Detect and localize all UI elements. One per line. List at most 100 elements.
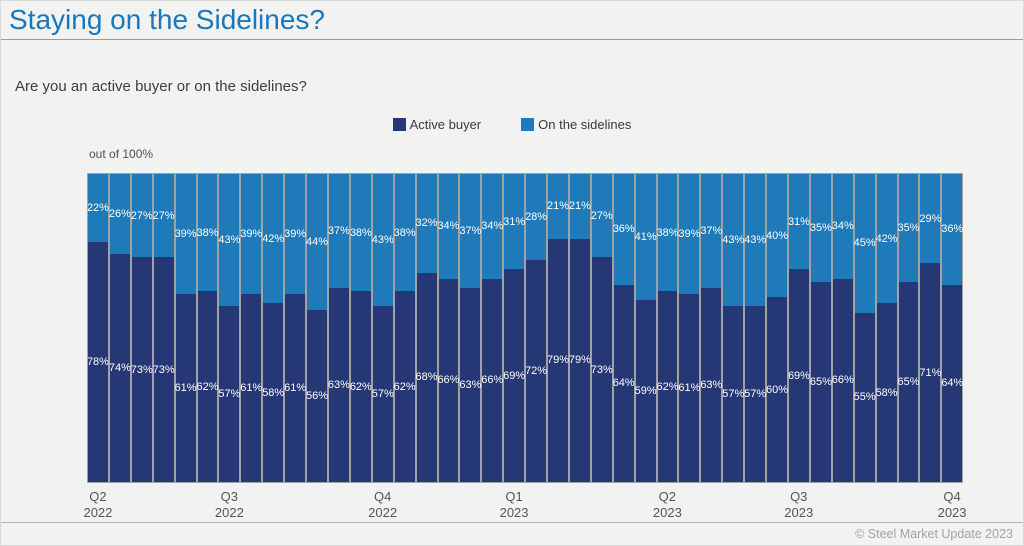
tick-quarter: Q2	[658, 489, 677, 504]
segment-on-the-sidelines	[328, 174, 349, 288]
tick-quarter: Q4	[373, 489, 392, 504]
stacked-bar: 31% 69%	[503, 173, 525, 483]
segment-on-the-sidelines	[548, 174, 568, 239]
stacked-bar: 43% 57%	[218, 173, 240, 483]
stacked-bar: 38% 62%	[657, 173, 679, 483]
stacked-bar: 28% 72%	[525, 173, 547, 483]
segment-active-buyer	[482, 278, 503, 482]
segment-active-buyer	[504, 269, 525, 482]
segment-active-buyer	[307, 309, 327, 482]
segment-on-the-sidelines	[438, 174, 459, 279]
segment-active-buyer	[920, 263, 941, 482]
stacked-bar: 37% 63%	[700, 173, 722, 483]
stacked-bar: 43% 57%	[372, 173, 394, 483]
segment-active-buyer	[876, 303, 897, 482]
segment-on-the-sidelines	[767, 174, 787, 298]
tick-year: 2022	[83, 504, 113, 520]
copyright-text: © Steel Market Update 2023	[855, 527, 1013, 541]
x-axis: Q2 2022 Q3 2022 Q4 2022 Q1 2023 Q2 2023 Q3 2023 Q4 20…	[83, 489, 966, 523]
segment-on-the-sidelines	[88, 174, 108, 242]
segment-on-the-sidelines	[175, 174, 196, 295]
segment-active-buyer	[591, 257, 612, 482]
segment-active-buyer	[657, 291, 678, 482]
stacked-bar: 39% 61%	[284, 173, 306, 483]
segment-on-the-sidelines	[416, 174, 437, 273]
tick-year: 2022	[368, 504, 398, 520]
stacked-bar: 41% 59%	[635, 173, 657, 483]
stacked-bar: 27% 73%	[153, 173, 175, 483]
segment-on-the-sidelines	[241, 174, 262, 295]
segment-active-buyer	[350, 291, 371, 482]
stacked-bar: 36% 64%	[613, 173, 635, 483]
segment-active-buyer	[131, 257, 152, 482]
stacked-bar: 39% 61%	[240, 173, 262, 483]
stacked-bar: 40% 60%	[766, 173, 788, 483]
stacked-bar: 27% 73%	[131, 173, 153, 483]
segment-active-buyer	[109, 254, 130, 482]
segment-on-the-sidelines	[876, 174, 897, 304]
segment-active-buyer	[745, 306, 766, 482]
tick-year: 2023	[652, 504, 682, 520]
stacked-bar: 34% 66%	[832, 173, 854, 483]
x-axis-tick-label: Q3 2023	[784, 489, 813, 520]
tick-quarter: Q1	[505, 489, 523, 504]
segment-active-buyer	[942, 284, 963, 482]
axis-note: out of 100%	[89, 147, 154, 161]
stacked-bar: 38% 62%	[394, 173, 416, 483]
segment-active-buyer	[810, 281, 831, 482]
segment-active-buyer	[854, 312, 875, 482]
segment-active-buyer	[197, 291, 218, 482]
segment-active-buyer	[175, 294, 196, 482]
stacked-bar: 37% 63%	[459, 173, 481, 483]
segment-on-the-sidelines	[482, 174, 503, 279]
x-axis-tick-label: Q1 2023	[500, 489, 529, 520]
stacked-bar: 39% 61%	[678, 173, 700, 483]
x-axis-tick-label: Q4 2022	[368, 489, 397, 520]
stacked-bar: 39% 61%	[175, 173, 197, 483]
tick-quarter: Q3	[220, 489, 239, 504]
stacked-bar: 43% 57%	[722, 173, 744, 483]
segment-on-the-sidelines	[219, 174, 240, 307]
survey-question: Are you an active buyer or on the sideli…	[15, 78, 307, 95]
stacked-bar: 44% 56%	[306, 173, 328, 483]
segment-on-the-sidelines	[745, 174, 766, 307]
stacked-bar: 43% 57%	[744, 173, 766, 483]
x-axis-tick-label: Q2 2022	[83, 489, 112, 520]
stacked-bar: 38% 62%	[196, 173, 219, 483]
segment-on-the-sidelines	[723, 174, 744, 307]
segment-active-buyer	[767, 297, 787, 482]
legend-swatch-icon	[392, 118, 406, 131]
segment-on-the-sidelines	[591, 174, 612, 258]
x-axis-tick-label: Q4 2023	[938, 489, 967, 520]
segment-active-buyer	[898, 281, 919, 482]
segment-on-the-sidelines	[263, 174, 284, 304]
tick-quarter: Q2	[89, 489, 107, 504]
stacked-bar: 26% 74%	[109, 173, 131, 483]
segment-active-buyer	[460, 287, 481, 482]
stacked-bar: 21% 79%	[547, 173, 569, 483]
stacked-bar: 34% 66%	[481, 173, 503, 483]
segment-on-the-sidelines	[197, 174, 218, 292]
segment-active-buyer	[263, 303, 284, 482]
segment-active-buyer	[723, 306, 744, 482]
segment-active-buyer	[219, 306, 240, 482]
segment-on-the-sidelines	[942, 174, 963, 285]
segment-on-the-sidelines	[504, 174, 525, 270]
segment-on-the-sidelines	[350, 174, 371, 292]
segment-on-the-sidelines	[131, 174, 152, 258]
segment-on-the-sidelines	[832, 174, 853, 279]
segment-active-buyer	[635, 300, 656, 482]
segment-on-the-sidelines	[854, 174, 875, 313]
legend-item: Active buyer	[392, 117, 481, 132]
segment-active-buyer	[438, 278, 459, 482]
segment-active-buyer	[394, 291, 415, 482]
tick-year: 2023	[784, 504, 814, 520]
segment-active-buyer	[328, 287, 349, 482]
segment-on-the-sidelines	[394, 174, 415, 292]
stacked-bar: 42% 58%	[876, 173, 898, 483]
segment-on-the-sidelines	[810, 174, 831, 282]
segment-on-the-sidelines	[526, 174, 547, 261]
stacked-bar: 38% 62%	[350, 173, 372, 483]
legend-swatch-icon	[521, 118, 535, 131]
segment-on-the-sidelines	[372, 174, 393, 307]
